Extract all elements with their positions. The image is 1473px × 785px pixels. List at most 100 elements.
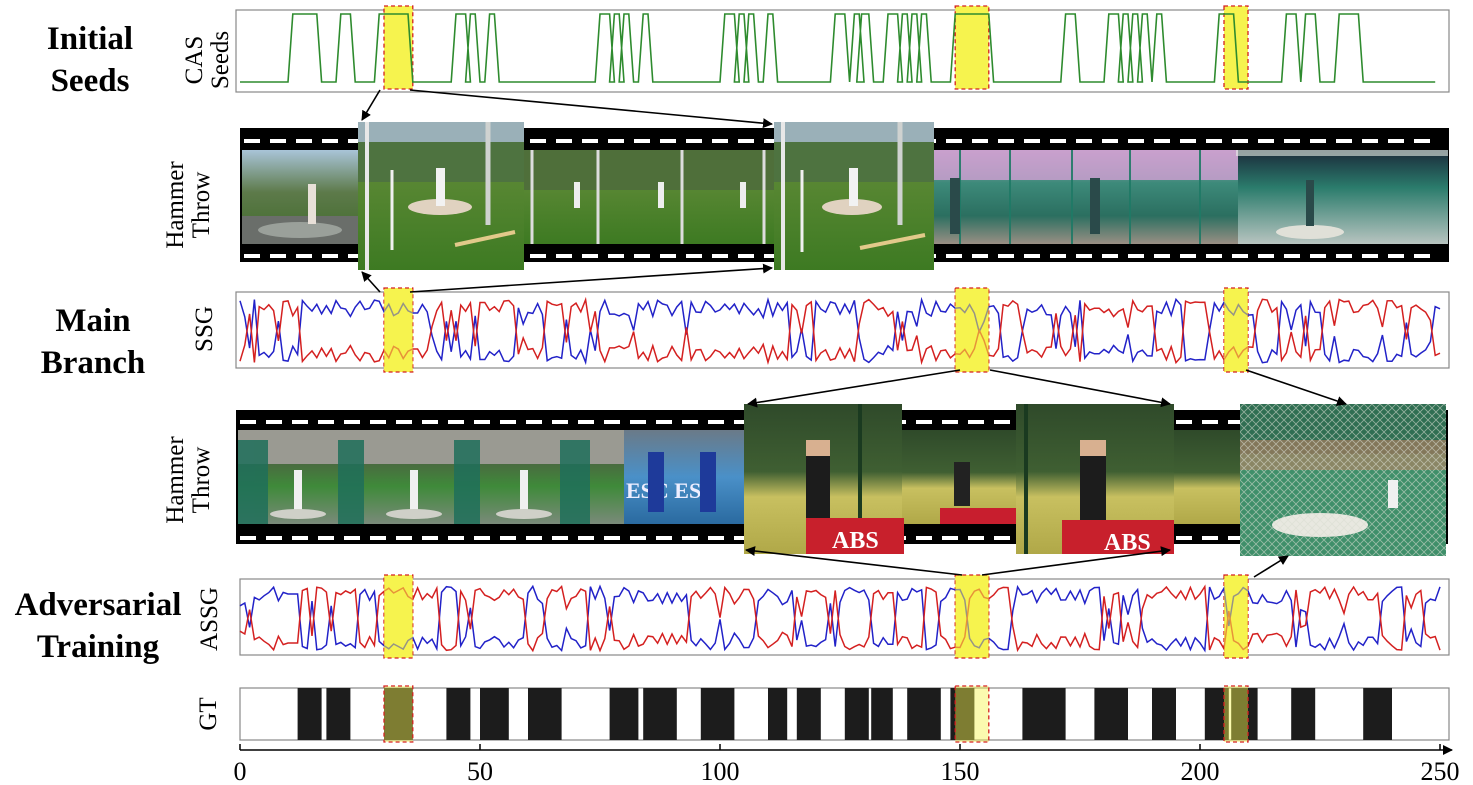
perforation — [1228, 420, 1244, 424]
arrow — [361, 89, 381, 121]
highlight-box — [954, 685, 990, 743]
cas-panel-frame — [235, 9, 1450, 93]
assg-highlight-overlay — [384, 576, 1248, 657]
frame-image-throw-circle — [258, 222, 342, 238]
perforation — [1258, 254, 1274, 258]
frame-cage-net — [238, 440, 590, 524]
perforation — [708, 536, 724, 540]
perforation — [968, 536, 984, 540]
zoomed-frame-5 — [1240, 404, 1446, 556]
perforation — [1102, 139, 1118, 143]
perforation — [1388, 139, 1404, 143]
gt-segment — [297, 688, 322, 740]
gt-highlight-layer — [383, 685, 1249, 743]
x-tick-label: 250 — [1421, 757, 1460, 785]
perforation — [344, 536, 360, 540]
arrow — [409, 89, 773, 129]
gt-segment — [1022, 688, 1066, 740]
perforation — [972, 139, 988, 143]
perforation — [448, 536, 464, 540]
perforation — [344, 420, 360, 424]
frame-image-athlete — [954, 462, 970, 506]
frame-athletes — [950, 178, 1100, 234]
perforation — [318, 536, 334, 540]
perforation — [712, 139, 728, 143]
frame-image — [524, 150, 774, 190]
frame-throw-circles — [270, 509, 552, 519]
perforation — [708, 420, 724, 424]
perforation — [556, 254, 572, 258]
perforation — [448, 420, 464, 424]
perforation — [1336, 139, 1352, 143]
perforation — [530, 254, 546, 258]
gt-segment — [907, 688, 941, 740]
perforation — [686, 254, 702, 258]
perforation — [322, 139, 338, 143]
perforation — [422, 536, 438, 540]
x-tick-label: 0 — [234, 757, 247, 785]
highlight-box — [1223, 685, 1249, 743]
perforation — [1284, 254, 1300, 258]
highlight-overlay — [384, 576, 413, 657]
section-adversarial-training: Adversarial Training — [0, 584, 196, 668]
gt-segment — [1291, 688, 1316, 740]
highlight-overlay — [955, 576, 989, 657]
perforation — [1180, 139, 1196, 143]
perforation — [266, 420, 282, 424]
perforation — [526, 420, 542, 424]
perforation — [656, 536, 672, 540]
cas-seed-curve — [240, 13, 1436, 83]
gt-segment — [768, 688, 788, 740]
frame-image-buildings — [238, 430, 624, 464]
x-tick-label: 150 — [941, 757, 980, 785]
perforation — [634, 139, 650, 143]
gt-segment — [950, 688, 975, 740]
arrow — [1245, 369, 1347, 406]
perforation — [422, 420, 438, 424]
perforation — [604, 420, 620, 424]
perforation — [1102, 254, 1118, 258]
perforation — [578, 536, 594, 540]
frame-image-throw-circle — [1276, 225, 1344, 239]
gt-segment — [643, 688, 677, 740]
gt-segment — [1204, 688, 1229, 740]
perforation — [1024, 254, 1040, 258]
perforation — [1024, 139, 1040, 143]
perforation — [764, 254, 780, 258]
perforation — [1202, 420, 1218, 424]
perforation — [240, 420, 256, 424]
perforation — [474, 420, 490, 424]
perforation — [656, 420, 672, 424]
perforation — [474, 536, 490, 540]
section-line: Adversarial — [14, 587, 182, 623]
frame-image — [624, 430, 744, 524]
perforation — [1176, 536, 1192, 540]
section-initial-seeds: Initial Seeds — [20, 18, 160, 102]
perforation — [968, 420, 984, 424]
perforation — [244, 139, 260, 143]
arrow — [981, 546, 1171, 576]
perforation — [942, 536, 958, 540]
section-line: Branch — [40, 345, 146, 381]
perforation — [348, 139, 364, 143]
highlight-overlay — [384, 289, 413, 371]
perforation — [370, 536, 386, 540]
x-axis-ticks: 0 50 100 150 200 250 — [234, 744, 1460, 785]
gt-segments-layer — [297, 688, 1392, 740]
perforation — [972, 254, 988, 258]
perforation — [682, 420, 698, 424]
perforation — [1154, 254, 1170, 258]
gt-segment — [1152, 688, 1176, 740]
perforation — [530, 139, 546, 143]
perforation — [1388, 254, 1404, 258]
frame-ad-board — [940, 508, 1016, 524]
film-strip-2: ESC ESC ABS ABS — [236, 404, 1448, 556]
highlight-box — [1223, 5, 1249, 90]
zoomed-frame-1 — [358, 122, 524, 270]
perforation — [1362, 139, 1378, 143]
gt-segment — [1231, 688, 1258, 740]
perforation — [1128, 254, 1144, 258]
perforation — [1232, 139, 1248, 143]
perforation — [1414, 139, 1430, 143]
